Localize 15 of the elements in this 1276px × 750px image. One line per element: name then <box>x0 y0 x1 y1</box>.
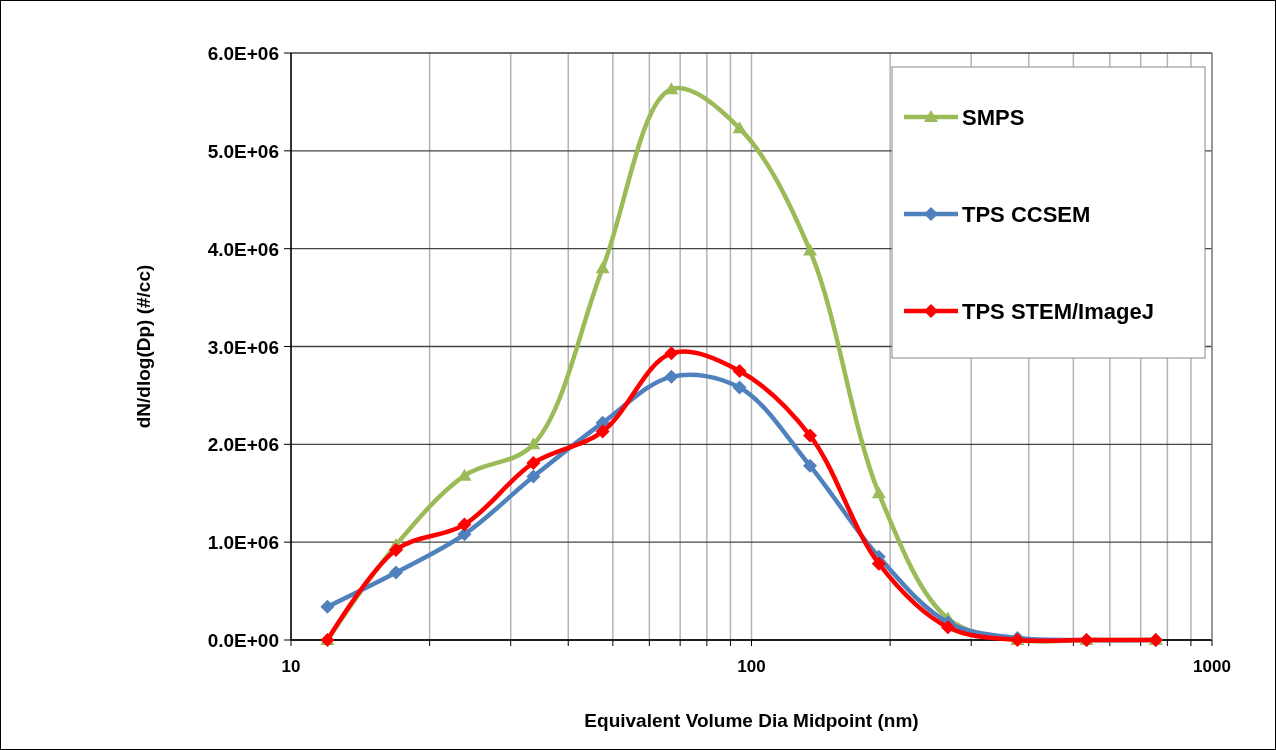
x-axis-title: Equivalent Volume Dia Midpoint (nm) <box>584 710 919 731</box>
x-tick-label: 100 <box>737 657 766 676</box>
y-tick-label: 2.0E+06 <box>207 434 279 456</box>
x-tick-label: 10 <box>281 657 301 676</box>
y-tick-label: 3.0E+06 <box>207 336 279 358</box>
legend-label: TPS STEM/ImageJ <box>962 299 1154 324</box>
y-tick-label: 1.0E+06 <box>207 532 279 554</box>
y-tick-label: 5.0E+06 <box>207 140 279 162</box>
y-tick-label: 0.0E+00 <box>207 630 279 651</box>
y-axis-title: dN/dlog(Dp) (#/cc) <box>133 264 154 429</box>
legend-label: SMPS <box>962 105 1025 130</box>
y-tick-label: 6.0E+06 <box>207 43 279 64</box>
x-tick-label: 1000 <box>1193 657 1231 676</box>
y-tick-label: 4.0E+06 <box>207 238 279 260</box>
legend-label: TPS CCSEM <box>962 202 1091 227</box>
